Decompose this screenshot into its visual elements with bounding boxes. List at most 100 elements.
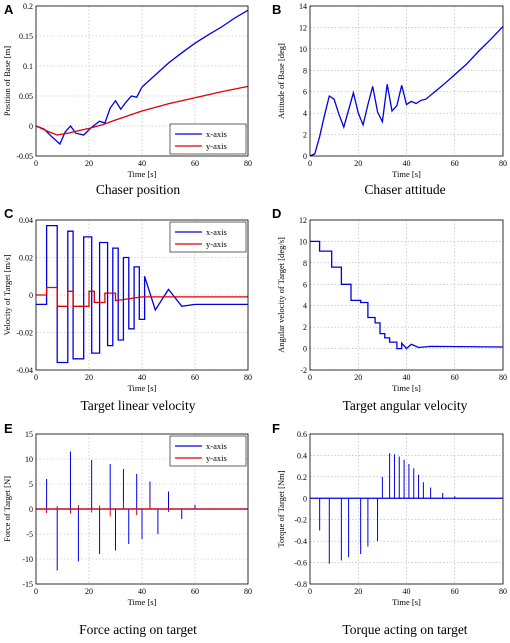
x-tick-label: 40 <box>403 587 411 596</box>
plot-frame <box>309 219 504 371</box>
y-tick-label: 12 <box>299 23 307 32</box>
panel-caption: Chaser attitude <box>364 182 445 197</box>
y-tick-label: 2 <box>303 323 307 332</box>
y-tick-label: -15 <box>22 580 33 589</box>
legend-entry: x-axis <box>206 129 227 139</box>
y-tick-label: 0.4 <box>297 451 307 460</box>
x-tick-label: 40 <box>138 587 146 596</box>
legend-entry: y-axis <box>206 239 227 249</box>
y-tick-label: 2 <box>303 131 307 140</box>
y-tick-label: -5 <box>26 530 33 539</box>
x-tick-label: 80 <box>244 159 252 168</box>
y-tick-label: 8 <box>303 259 307 268</box>
y-tick-label: 0.15 <box>19 32 33 41</box>
y-tick-label: 10 <box>25 455 33 464</box>
x-tick-label: 40 <box>403 159 411 168</box>
panel-caption: Torque acting on target <box>342 622 467 637</box>
panel-f: 0 20 40 60 80 -0.8 -0.6 -0.4 -0.2 0 0.2 0.4 0.6 Time … <box>272 421 507 637</box>
y-tick-label: 12 <box>299 216 307 225</box>
panel-caption: Target angular velocity <box>343 398 468 413</box>
y-tick-label: 0 <box>303 152 307 161</box>
x-tick-label: 80 <box>499 373 507 382</box>
y-tick-label: -0.6 <box>294 559 307 568</box>
y-tick-label: -0.4 <box>294 537 307 546</box>
y-axis-label: Position of Base [m] <box>2 46 12 116</box>
y-tick-label: 0.6 <box>297 430 307 439</box>
y-tick-label: 0.1 <box>23 62 33 71</box>
y-tick-label: -2 <box>300 366 307 375</box>
y-tick-label: 0 <box>29 505 33 514</box>
x-tick-label: 60 <box>451 373 459 382</box>
series-line-xaxis <box>35 9 249 146</box>
plot-frame <box>309 433 504 585</box>
x-tick-label: 0 <box>34 373 38 382</box>
x-tick-label: 40 <box>138 159 146 168</box>
x-tick-label: 20 <box>85 587 93 596</box>
legend: x-axis y-axis <box>169 435 247 467</box>
panel-caption: Force acting on target <box>79 622 197 637</box>
panel-label: A <box>4 2 14 17</box>
y-tick-label: 10 <box>299 237 307 246</box>
y-tick-label: -10 <box>22 555 33 564</box>
panel-b: 0 20 40 60 80 0 2 4 6 8 10 12 14 Time [s] Attitude of … <box>272 2 507 197</box>
y-tick-label: 0.05 <box>19 92 33 101</box>
series-line-xaxis <box>36 224 248 364</box>
x-tick-label: 20 <box>85 373 93 382</box>
series-line-main <box>310 240 504 350</box>
y-tick-label: 6 <box>303 88 307 97</box>
plot-frame <box>35 5 249 157</box>
legend-entry: y-axis <box>206 453 227 463</box>
x-axis-label: Time [s] <box>392 597 421 607</box>
y-tick-label: 0 <box>303 494 307 503</box>
y-axis-label: Attitude of Base [deg] <box>276 43 286 119</box>
x-tick-label: 60 <box>191 159 199 168</box>
panel-label: C <box>4 206 14 221</box>
x-axis-label: Time [s] <box>128 383 157 393</box>
panel-caption: Chaser position <box>96 182 181 197</box>
x-tick-label: 40 <box>403 373 411 382</box>
x-axis-label: Time [s] <box>128 597 157 607</box>
legend-entry: x-axis <box>206 441 227 451</box>
y-tick-label: 4 <box>303 302 307 311</box>
x-tick-label: 60 <box>451 587 459 596</box>
series-line-yaxis <box>35 85 249 136</box>
panel-e: 0 20 40 60 80 -15 -10 -5 0 5 10 15 Time [s] Force of … <box>2 421 252 637</box>
y-tick-label: 14 <box>299 2 307 11</box>
y-tick-label: 6 <box>303 280 307 289</box>
plot-frame <box>35 219 249 371</box>
x-tick-label: 40 <box>138 373 146 382</box>
y-tick-label: -0.05 <box>16 152 33 161</box>
plot-frame <box>309 5 504 157</box>
y-tick-label: -0.04 <box>16 366 33 375</box>
panel-caption: Target linear velocity <box>80 398 195 413</box>
x-tick-label: 20 <box>354 373 362 382</box>
y-tick-label: 0.02 <box>19 254 33 263</box>
legend-entry: x-axis <box>206 227 227 237</box>
y-tick-label: -0.8 <box>294 580 307 589</box>
legend: x-axis y-axis <box>169 123 247 155</box>
y-tick-label: 0 <box>303 345 307 354</box>
panel-c: 0 20 40 60 80 -0.04 -0.02 0 0.02 0.04 Time [s] Velo… <box>2 206 252 413</box>
panel-label: F <box>272 421 280 436</box>
x-tick-label: 0 <box>308 373 312 382</box>
x-tick-label: 20 <box>85 159 93 168</box>
panel-label: B <box>272 2 281 17</box>
y-tick-label: 0.2 <box>23 2 33 11</box>
legend-box <box>169 123 247 155</box>
x-axis-label: Time [s] <box>392 169 421 179</box>
y-tick-label: 8 <box>303 66 307 75</box>
x-tick-label: 0 <box>308 159 312 168</box>
y-tick-label: 10 <box>299 45 307 54</box>
series-line-yaxis <box>36 286 248 307</box>
x-tick-label: 0 <box>34 587 38 596</box>
x-tick-label: 20 <box>354 587 362 596</box>
y-tick-label: 5 <box>29 480 33 489</box>
x-tick-label: 80 <box>244 373 252 382</box>
y-tick-label: 4 <box>303 109 307 118</box>
y-axis-label: Force of Target [N] <box>2 476 12 542</box>
x-tick-label: 60 <box>191 373 199 382</box>
x-tick-label: 80 <box>244 587 252 596</box>
